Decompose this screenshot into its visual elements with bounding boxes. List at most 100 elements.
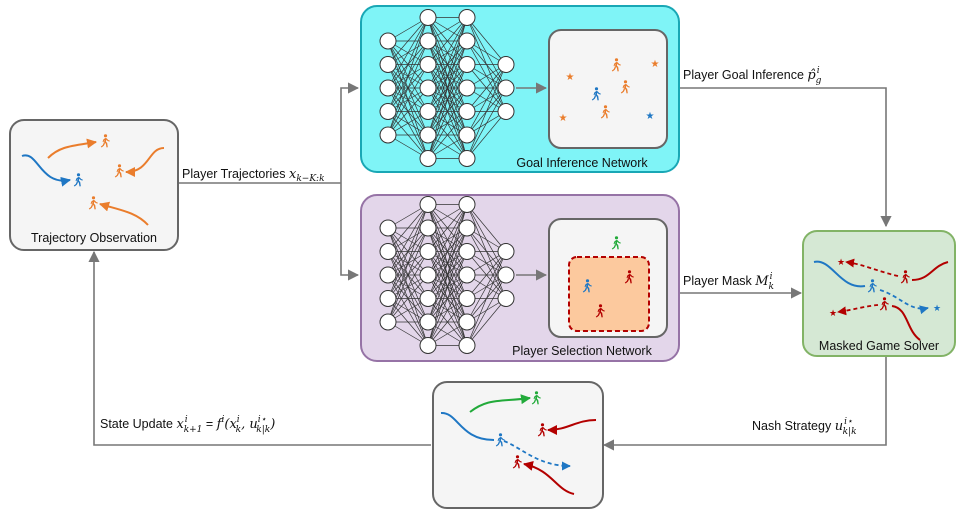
- trajectory-observation-box: Trajectory Observation: [9, 119, 179, 251]
- network-node: [419, 56, 437, 73]
- edge-to-selection-network: [340, 183, 360, 281]
- network-node: [419, 219, 437, 237]
- network-node: [419, 290, 437, 307]
- edge-solver-to-rollout: [602, 356, 887, 451]
- network-node: [379, 103, 397, 120]
- network-edge: [387, 204, 429, 252]
- player-trajectories-label: Player Trajectories xk−K:k: [182, 167, 325, 184]
- network-node: [419, 150, 437, 167]
- network-node: [458, 56, 476, 73]
- network-edge: [427, 17, 468, 112]
- network-edge: [427, 204, 468, 299]
- network-node: [458, 313, 476, 331]
- goal-inference-network-label: Goal Inference Network: [516, 156, 648, 170]
- goal-inference-network-box: ★ ★ ★ ★ Goal Inference Network: [360, 5, 680, 173]
- network-node: [419, 9, 437, 26]
- network-edge: [427, 111, 468, 159]
- network-edge: [466, 274, 507, 346]
- network-node: [419, 243, 437, 260]
- network-node: [419, 32, 437, 50]
- network-node: [458, 32, 476, 50]
- neural-network-icon: [379, 196, 515, 354]
- star-icon: ★: [559, 113, 568, 124]
- network-edge: [387, 64, 429, 136]
- network-node: [379, 126, 397, 144]
- network-node: [458, 337, 476, 354]
- network-edge: [466, 251, 507, 299]
- edge-goal-to-solver: [680, 87, 892, 228]
- star-icon: ★: [829, 308, 837, 318]
- network-edge: [466, 64, 507, 112]
- network-edge: [466, 251, 507, 346]
- network-node: [497, 103, 515, 120]
- player-selection-network-box: Player Selection Network: [360, 194, 680, 362]
- network-edge: [387, 87, 429, 136]
- network-node: [458, 243, 476, 260]
- network-edge: [427, 251, 468, 346]
- network-node: [379, 290, 397, 307]
- network-edge: [387, 274, 429, 323]
- network-edge: [387, 204, 429, 276]
- network-edge: [466, 251, 507, 323]
- network-node: [497, 56, 515, 73]
- player-selection-network-label: Player Selection Network: [512, 344, 652, 358]
- network-node: [458, 219, 476, 237]
- network-node: [497, 290, 515, 307]
- network-node: [497, 79, 515, 97]
- star-icon: ★: [933, 303, 941, 313]
- network-node: [458, 79, 476, 97]
- network-node: [458, 290, 476, 307]
- network-edge: [427, 64, 468, 159]
- network-edge: [387, 40, 429, 136]
- network-edge: [466, 111, 507, 159]
- network-node: [379, 266, 397, 284]
- network-edge: [387, 17, 429, 89]
- player-goal-inference-label: Player Goal Inference p̂i g: [683, 66, 822, 86]
- network-node: [379, 243, 397, 260]
- network-edge: [387, 204, 429, 299]
- network-node: [379, 219, 397, 237]
- connectors: [88, 82, 892, 451]
- network-edge: [466, 87, 507, 159]
- network-edge: [387, 251, 429, 323]
- network-edge: [387, 17, 429, 112]
- goal-inference-panel: [548, 29, 668, 149]
- network-node: [458, 103, 476, 120]
- edge-to-goal-network: [340, 82, 360, 183]
- network-edge: [466, 204, 507, 252]
- network-node: [419, 266, 437, 284]
- network-node: [458, 266, 476, 284]
- network-edge: [387, 227, 429, 323]
- network-node: [419, 196, 437, 213]
- network-edge: [427, 87, 468, 159]
- network-edge: [427, 274, 468, 346]
- star-icon: ★: [651, 59, 660, 70]
- player-mask-label: Player Mask Mi k: [683, 272, 774, 292]
- network-node: [379, 79, 397, 97]
- network-edge: [466, 64, 507, 136]
- network-edge: [466, 298, 507, 346]
- network-node: [458, 126, 476, 144]
- network-node: [419, 313, 437, 331]
- network-node: [497, 266, 515, 284]
- network-node: [458, 9, 476, 26]
- masked-game-solver-label: Masked Game Solver: [819, 339, 939, 353]
- network-node: [419, 79, 437, 97]
- network-edge: [427, 204, 468, 276]
- network-node: [379, 313, 397, 331]
- network-edge: [427, 298, 468, 346]
- network-edge: [427, 204, 468, 252]
- network-edge: [427, 17, 468, 65]
- star-icon: ★: [566, 72, 575, 83]
- neural-network-icon: [379, 9, 515, 167]
- network-edge: [387, 17, 429, 65]
- network-node: [379, 32, 397, 50]
- network-node: [497, 243, 515, 260]
- network-node: [458, 150, 476, 167]
- network-node: [419, 126, 437, 144]
- star-icon: ★: [646, 111, 655, 122]
- network-edge: [466, 17, 507, 65]
- state-update-label: State Update xi k+1 = fi(xi k, ui⋆ k|k): [100, 415, 275, 435]
- player-mask-region: [568, 256, 650, 332]
